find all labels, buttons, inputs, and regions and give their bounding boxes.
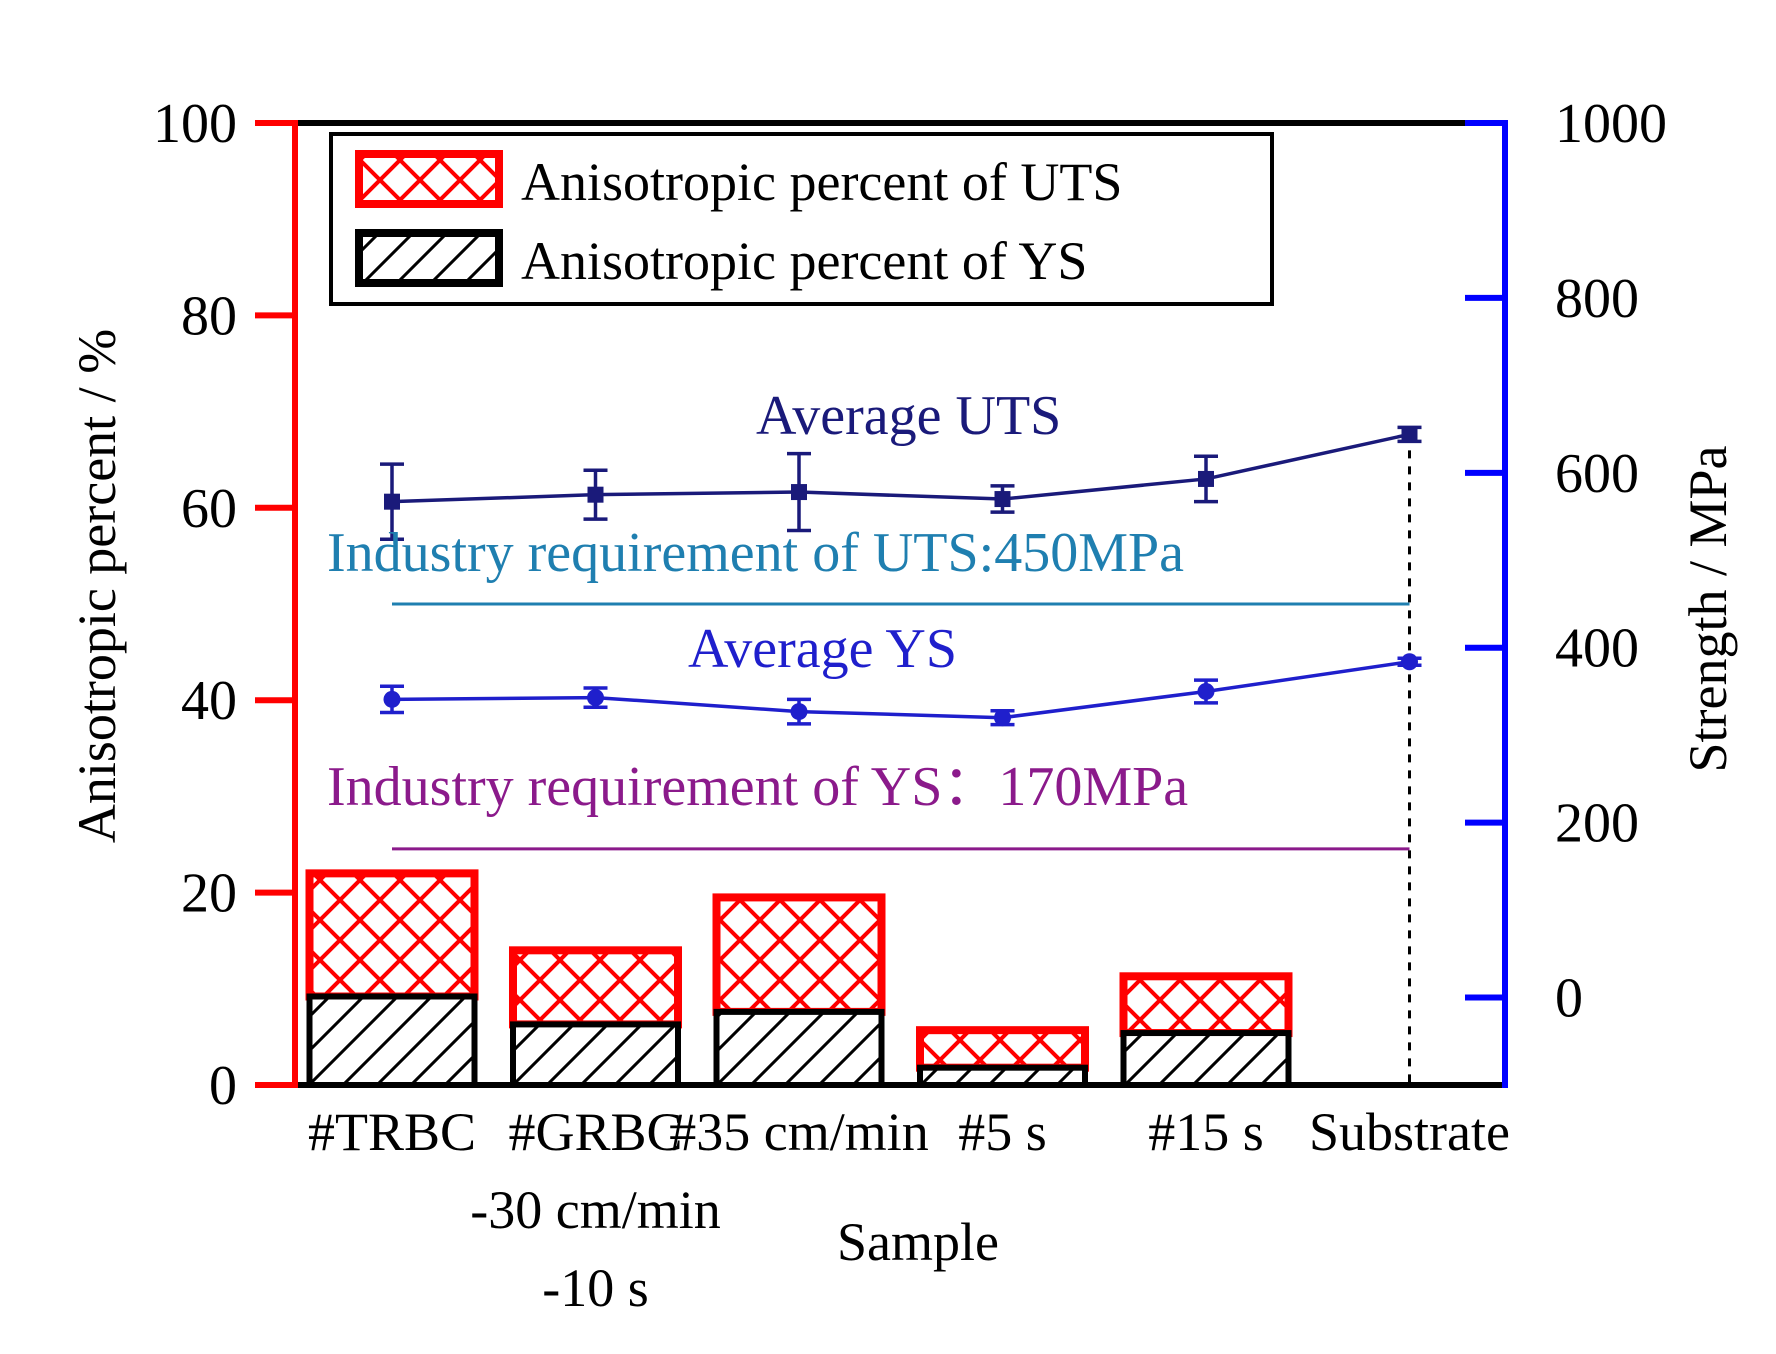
y-axis-title-left: Anisotropic percent / % <box>67 329 127 843</box>
bar-ys-4 <box>1120 1030 1292 1089</box>
point-1-2 <box>790 703 808 721</box>
bar-uts-2 <box>712 893 886 1016</box>
legend-label-ys: Anisotropic percent of YS <box>521 231 1087 291</box>
label-industry-uts: Industry requirement of UTS:450MPa <box>327 522 1184 584</box>
bar-uts-3 <box>916 1026 1089 1072</box>
bar-ys-0 <box>306 993 478 1088</box>
bar-uts-1 <box>509 946 682 1029</box>
point-1-5 <box>1401 653 1418 671</box>
left-tick-label-100: 100 <box>153 93 237 155</box>
left-tick-label-80: 80 <box>181 285 237 347</box>
x-axis-title: Sample <box>837 1212 999 1272</box>
bars-layer <box>305 869 1293 1089</box>
point-0-0 <box>384 493 400 510</box>
legend-swatch-uts <box>355 150 503 208</box>
left-tick-label-40: 40 <box>181 670 237 732</box>
right-tick-label-800: 800 <box>1555 268 1639 330</box>
label-average-uts: Average UTS <box>756 385 1061 447</box>
label-industry-ys: Industry requirement of YS：170MPa <box>327 756 1188 818</box>
x-tick-label-4-0: #15 s <box>1148 1102 1264 1162</box>
point-1-0 <box>383 690 401 708</box>
legend: Anisotropic percent of UTS Anisotropic p… <box>329 132 1274 306</box>
right-tick-label-200: 200 <box>1555 793 1639 855</box>
x-tick-label-0-0: #TRBC <box>308 1102 476 1162</box>
left-tick-label-60: 60 <box>181 478 237 540</box>
point-0-3 <box>994 491 1011 508</box>
left-tick-label-20: 20 <box>181 863 237 925</box>
x-tick-label-1-1: -30 cm/min <box>470 1180 720 1240</box>
legend-swatch-ys <box>355 229 503 287</box>
right-tick-label-0: 0 <box>1555 968 1583 1030</box>
right-tick-label-400: 400 <box>1555 618 1639 680</box>
point-1-3 <box>994 709 1011 727</box>
point-0-1 <box>587 486 604 503</box>
point-0-5 <box>1401 426 1418 443</box>
series-line-1 <box>391 659 1410 720</box>
x-tick-label-2-0: #35 cm/min <box>669 1102 928 1162</box>
lines-layer <box>380 425 1422 727</box>
x-tick-label-3-0: #5 s <box>958 1102 1047 1162</box>
label-average-ys: Average YS <box>688 618 957 680</box>
left-tick-label-0: 0 <box>209 1055 237 1117</box>
x-tick-label-1-0: #GRBC <box>508 1102 682 1162</box>
point-1-1 <box>587 689 604 707</box>
right-tick-label-1000: 1000 <box>1555 93 1667 155</box>
reference-lines-layer <box>392 434 1411 1085</box>
series-line-0 <box>391 432 1410 504</box>
point-0-4 <box>1198 470 1214 487</box>
x-tick-label-5-0: Substrate <box>1309 1102 1510 1162</box>
right-tick-label-600: 600 <box>1555 443 1639 505</box>
bar-ys-2 <box>713 1008 885 1088</box>
bar-uts-4 <box>1119 972 1293 1038</box>
x-tick-labels: #TRBC #GRBC -30 cm/min -10 s #35 cm/min #5 s #… <box>308 1102 1510 1318</box>
legend-label-uts: Anisotropic percent of UTS <box>521 152 1122 212</box>
bar-uts-0 <box>305 869 479 1001</box>
x-tick-label-1-2: -10 s <box>542 1258 649 1318</box>
bar-ys-1 <box>510 1021 681 1089</box>
point-0-2 <box>791 484 807 501</box>
y-axis-title-right: Strength / MPa <box>1678 445 1738 772</box>
point-1-4 <box>1197 682 1215 700</box>
